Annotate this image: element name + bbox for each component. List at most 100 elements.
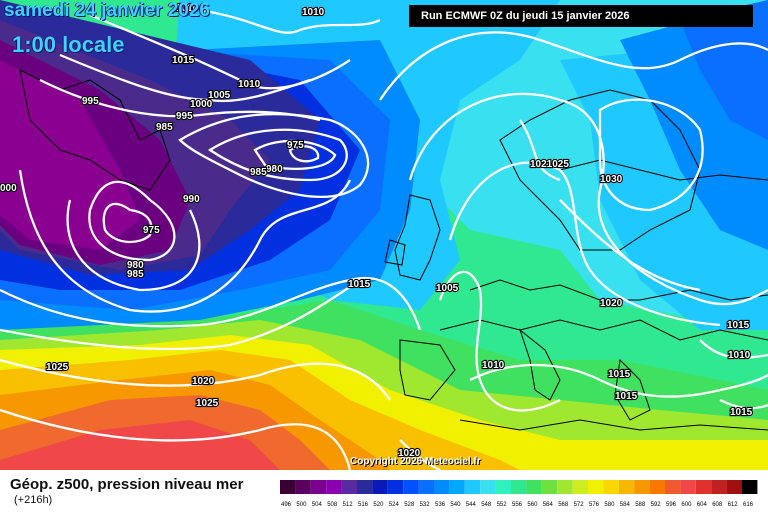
color-scale-swatch [511, 480, 527, 494]
color-scale-label: 596 [666, 502, 677, 508]
pressure-label: 1015 [172, 55, 195, 66]
pressure-label: 1020 [192, 376, 215, 387]
color-scale-swatch [649, 480, 665, 494]
color-scale-label: 556 [512, 502, 523, 508]
color-scale-swatch [634, 480, 650, 494]
z500-zone-east-deep [680, 0, 768, 140]
color-scale-label: 616 [743, 502, 754, 508]
color-scale-label: 584 [620, 502, 631, 508]
pressure-label: 990 [183, 194, 200, 205]
color-scale-label: 496 [281, 502, 292, 508]
color-scale-swatch [711, 480, 727, 494]
color-scale-label: 500 [296, 502, 307, 508]
color-scale-swatch [341, 480, 357, 494]
color-scale-swatch [572, 480, 588, 494]
pressure-label: 980 [127, 260, 144, 271]
color-scale-swatch [295, 480, 311, 494]
z500-zone-violet [0, 60, 140, 250]
z500-zone-red [0, 420, 280, 470]
color-scale-label: 536 [435, 502, 446, 508]
color-scale-label: 544 [466, 502, 477, 508]
pressure-label: 1025 [46, 362, 69, 373]
pressure-label: 985 [156, 122, 173, 133]
pressure-label: 985 [250, 167, 267, 178]
color-scale-label: 564 [543, 502, 554, 508]
pressure-label: 1000 [190, 99, 213, 110]
run-info-box: Run ECMWF 0Z du jeudi 15 janvier 2026 [409, 5, 753, 27]
pressure-label: 1030 [600, 174, 623, 185]
color-scale-swatch [464, 480, 481, 494]
pressure-label: 995 [176, 111, 193, 122]
color-scale-swatch [557, 480, 573, 494]
color-scale: 496 500 504 508 512 516 520 524 528 532 536 540 544 5… [280, 480, 758, 508]
pressure-label: 1010 [482, 360, 505, 371]
pressure-label: 1015 [615, 391, 638, 402]
color-scale-label: 588 [635, 502, 646, 508]
pressure-label: 1015 [608, 369, 631, 380]
color-scale-swatch [526, 480, 542, 494]
pressure-label: 1005 [208, 90, 231, 101]
color-scale-swatch [449, 480, 465, 494]
color-scale-label: 524 [389, 502, 400, 508]
isobars [0, 8, 768, 470]
color-scale-swatch [372, 480, 388, 494]
pressure-label: 1020 [600, 298, 623, 309]
color-scale-swatch [618, 480, 635, 494]
color-scale-swatch [387, 480, 404, 494]
color-scale-swatch [418, 480, 434, 494]
color-scale-label: 548 [481, 502, 492, 508]
color-scale-swatch [541, 480, 558, 494]
color-scale-swatch [742, 480, 758, 494]
color-scale-swatch [357, 480, 373, 494]
pressure-labels: 1010 101010151010100510009959959859759809… [0, 2, 754, 460]
coastlines [19, 69, 768, 431]
pressure-label: 1010 [728, 350, 751, 361]
color-scale-label: 600 [681, 502, 692, 508]
pressure-label: 1010 [302, 7, 325, 18]
color-scale-swatch [480, 480, 496, 494]
pressure-label: 1005 [436, 283, 459, 294]
pressure-label: 000 [0, 183, 17, 194]
color-scale-label: 540 [450, 502, 461, 508]
color-scale-swatch [665, 480, 681, 494]
color-scale-swatch [403, 480, 419, 494]
pressure-label: 1015 [727, 320, 750, 331]
forecast-date: samedi 24 janvier 2026 [4, 0, 210, 21]
color-scale-swatch [680, 480, 696, 494]
color-scale-label: 532 [420, 502, 431, 508]
color-scale-label: 552 [497, 502, 508, 508]
color-scale-label: 608 [712, 502, 723, 508]
color-scale-label: 512 [343, 502, 354, 508]
color-scale-label: 580 [604, 502, 615, 508]
color-scale-label: 568 [558, 502, 569, 508]
color-scale-swatch [310, 480, 327, 494]
pressure-label: 980 [266, 164, 283, 175]
color-scale-label: 528 [404, 502, 415, 508]
pressure-label: 975 [287, 140, 304, 151]
color-scale-label: 516 [358, 502, 369, 508]
color-scale-label: 520 [373, 502, 384, 508]
color-scale-label: 592 [651, 502, 662, 508]
color-scale-label: 560 [527, 502, 538, 508]
color-scale-swatch [603, 480, 619, 494]
color-scale-swatch [495, 480, 511, 494]
color-scale-label: 612 [728, 502, 739, 508]
lead-time: (+216h) [14, 494, 53, 506]
color-scale-swatch [726, 480, 742, 494]
pressure-label: 1015 [348, 279, 371, 290]
pressure-label: 995 [82, 96, 99, 107]
pressure-label: 1020 [398, 448, 421, 459]
forecast-map: 1010 101010151010100510009959959859759809… [0, 0, 768, 470]
color-scale-swatch [434, 480, 450, 494]
color-scale-label: 576 [589, 502, 600, 508]
color-scale-swatch [326, 480, 342, 494]
color-scale-label: 504 [312, 502, 323, 508]
pressure-label: 1025 [196, 398, 219, 409]
product-title: Géop. z500, pression niveau mer [10, 476, 244, 493]
pressure-label: 1010 [238, 79, 261, 90]
color-scale-label: 508 [327, 502, 338, 508]
pressure-label: 975 [143, 225, 160, 236]
color-scale-label: 572 [574, 502, 585, 508]
color-scale-swatch [588, 480, 604, 494]
